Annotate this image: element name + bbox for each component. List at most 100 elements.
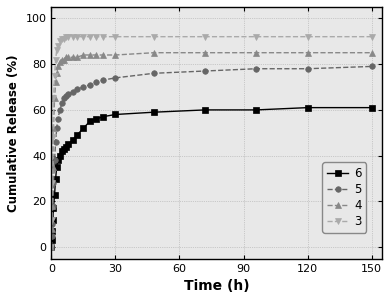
6 — [100, 115, 105, 119]
4 — [70, 56, 75, 59]
5 — [254, 67, 259, 70]
Line: 3: 3 — [48, 33, 375, 251]
6 — [50, 238, 54, 242]
5 — [70, 90, 75, 93]
6 — [113, 113, 118, 116]
4 — [54, 71, 59, 75]
3 — [51, 97, 56, 100]
4 — [203, 51, 207, 55]
4 — [60, 58, 64, 61]
5 — [151, 71, 156, 75]
3 — [113, 35, 118, 38]
4 — [64, 56, 69, 59]
6 — [64, 145, 69, 148]
6 — [58, 154, 62, 158]
5 — [62, 97, 67, 100]
3 — [87, 35, 92, 38]
3 — [81, 35, 86, 38]
5 — [94, 81, 99, 84]
5 — [55, 117, 60, 121]
5 — [60, 101, 64, 105]
6 — [53, 177, 58, 180]
5 — [54, 126, 59, 130]
6 — [51, 206, 56, 210]
4 — [305, 51, 310, 55]
Legend: 6, 5, 4, 3: 6, 5, 4, 3 — [323, 162, 367, 232]
6 — [254, 108, 259, 112]
3 — [50, 181, 55, 185]
3 — [52, 74, 57, 77]
6 — [369, 106, 374, 110]
5 — [74, 88, 79, 91]
5 — [369, 64, 374, 68]
3 — [94, 35, 99, 38]
5 — [52, 158, 57, 162]
6 — [62, 147, 67, 151]
6 — [51, 218, 55, 221]
3 — [305, 35, 310, 38]
4 — [151, 51, 156, 55]
4 — [49, 245, 54, 249]
4 — [55, 64, 60, 68]
4 — [87, 53, 92, 57]
Y-axis label: Cumulative Release (%): Cumulative Release (%) — [7, 54, 20, 211]
4 — [113, 53, 118, 57]
6 — [87, 120, 92, 123]
X-axis label: Time (h): Time (h) — [184, 279, 250, 293]
4 — [74, 56, 79, 59]
Line: 4: 4 — [48, 49, 375, 251]
6 — [203, 108, 207, 112]
3 — [58, 40, 62, 43]
4 — [53, 81, 58, 84]
5 — [305, 67, 310, 70]
Line: 6: 6 — [49, 105, 374, 250]
4 — [51, 165, 55, 169]
4 — [81, 53, 86, 57]
4 — [51, 126, 56, 130]
5 — [100, 78, 105, 82]
3 — [64, 35, 69, 38]
5 — [66, 92, 71, 96]
3 — [54, 49, 59, 52]
5 — [87, 83, 92, 86]
3 — [74, 35, 79, 38]
5 — [50, 234, 54, 238]
5 — [64, 94, 69, 98]
3 — [55, 44, 60, 48]
3 — [62, 37, 67, 41]
4 — [369, 51, 374, 55]
4 — [50, 204, 55, 208]
6 — [49, 245, 54, 249]
6 — [60, 149, 64, 153]
5 — [50, 223, 55, 226]
6 — [94, 117, 99, 121]
5 — [51, 204, 55, 208]
6 — [52, 193, 57, 196]
5 — [49, 245, 54, 249]
6 — [81, 126, 86, 130]
3 — [100, 35, 105, 38]
3 — [49, 245, 54, 249]
4 — [52, 97, 57, 100]
3 — [53, 58, 58, 61]
3 — [60, 37, 64, 41]
3 — [203, 35, 207, 38]
4 — [254, 51, 259, 55]
6 — [55, 158, 60, 162]
6 — [74, 133, 79, 137]
5 — [203, 69, 207, 73]
3 — [66, 35, 71, 38]
6 — [54, 165, 59, 169]
3 — [254, 35, 259, 38]
4 — [58, 60, 62, 64]
6 — [66, 142, 71, 146]
4 — [50, 227, 54, 231]
3 — [151, 35, 156, 38]
3 — [51, 136, 55, 139]
5 — [58, 108, 62, 112]
4 — [62, 58, 67, 61]
6 — [70, 138, 75, 142]
5 — [51, 181, 56, 185]
6 — [50, 230, 55, 233]
4 — [66, 56, 71, 59]
